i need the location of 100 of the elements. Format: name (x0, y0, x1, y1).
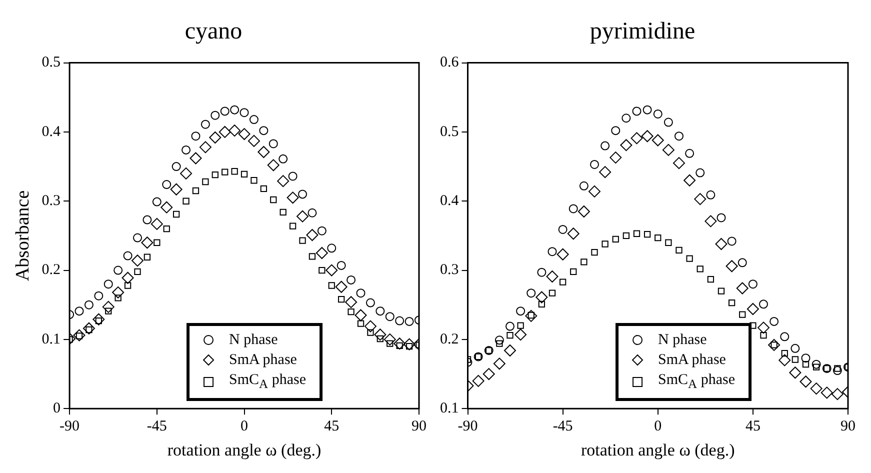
point (506, 322, 514, 331)
point (288, 172, 298, 181)
point (707, 276, 714, 283)
point (259, 126, 268, 136)
x-tick-label: -90 (458, 418, 478, 435)
y-tick-label: 0.1 (42, 331, 61, 348)
point (578, 205, 590, 218)
point (374, 328, 386, 341)
point (748, 280, 758, 289)
point (622, 232, 630, 240)
point (163, 225, 170, 232)
point (328, 282, 335, 289)
point (289, 222, 296, 230)
point (152, 197, 162, 206)
point (231, 168, 238, 175)
point (610, 152, 622, 164)
y-tick-label: 0.4 (42, 124, 62, 140)
point (684, 174, 696, 186)
point (336, 260, 346, 270)
point (676, 246, 682, 254)
point (778, 354, 791, 366)
point (200, 120, 210, 129)
point (82, 322, 95, 334)
point (260, 185, 268, 192)
point (600, 141, 610, 150)
point (758, 322, 770, 334)
point (812, 360, 821, 369)
point (73, 329, 86, 342)
point (612, 236, 619, 242)
point (673, 157, 685, 170)
point (780, 332, 790, 342)
point (644, 230, 651, 238)
point (280, 208, 286, 216)
point (493, 358, 506, 370)
point (820, 386, 833, 399)
point (768, 338, 780, 351)
point (132, 254, 144, 267)
x-tick-label: 45 (324, 418, 340, 435)
point (367, 329, 374, 336)
point (789, 366, 802, 379)
point (114, 266, 123, 275)
point (728, 299, 736, 306)
legend-label: SmC$_{A}$ phase (229, 371, 306, 393)
point (144, 254, 151, 260)
point (653, 109, 662, 118)
point (180, 167, 192, 180)
point (182, 198, 190, 204)
point (790, 344, 800, 353)
point (622, 114, 631, 123)
point (150, 218, 163, 230)
point (832, 366, 842, 376)
point (726, 260, 738, 272)
point (760, 332, 767, 339)
point (506, 332, 514, 339)
y-tick-label: 0.3 (440, 262, 459, 278)
point (558, 224, 568, 234)
point (338, 296, 345, 303)
point (102, 300, 114, 313)
x-tick-label: 0 (240, 418, 248, 435)
point (504, 344, 516, 357)
point (746, 303, 759, 316)
point (190, 152, 202, 164)
point (630, 132, 643, 144)
x-axis-title: rotation angle ω (deg.) (167, 440, 322, 460)
point (182, 145, 191, 154)
y-tick-label: 0.3 (42, 193, 61, 210)
point (134, 268, 141, 275)
x-tick-label: 45 (745, 418, 760, 435)
point (354, 309, 367, 322)
point (641, 130, 654, 142)
y-tick-label: 0.5 (440, 124, 459, 140)
x-axis-title: rotation angle ω (deg.) (581, 440, 735, 460)
x-tick-label: -45 (146, 418, 167, 435)
point (559, 278, 566, 286)
point (385, 312, 394, 322)
point (579, 181, 588, 190)
y-tick-label: 0.2 (42, 262, 61, 278)
chart-title: pyrimidine (590, 18, 696, 45)
point (230, 105, 240, 114)
legend-label: N phase (658, 331, 707, 350)
point (516, 306, 526, 316)
point (718, 288, 725, 294)
point (346, 275, 356, 284)
point (812, 364, 820, 370)
point (212, 172, 218, 178)
point (240, 170, 248, 178)
point (570, 268, 577, 275)
point (599, 166, 612, 178)
point (620, 139, 632, 152)
point (318, 266, 326, 274)
point (548, 247, 557, 256)
point (802, 361, 810, 368)
point (308, 253, 316, 260)
point (141, 236, 154, 249)
point (258, 146, 270, 158)
point (114, 294, 122, 302)
point (494, 336, 504, 345)
point (199, 141, 212, 154)
y-axis-title: Absorbance (12, 190, 34, 282)
point (92, 313, 105, 326)
